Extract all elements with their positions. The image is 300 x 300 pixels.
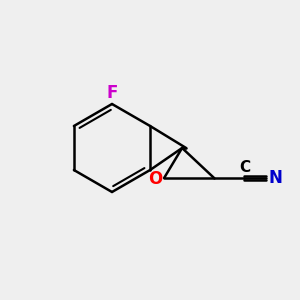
Text: C: C: [239, 160, 251, 175]
Text: O: O: [148, 170, 162, 188]
Text: F: F: [106, 84, 118, 102]
Text: N: N: [268, 169, 282, 187]
